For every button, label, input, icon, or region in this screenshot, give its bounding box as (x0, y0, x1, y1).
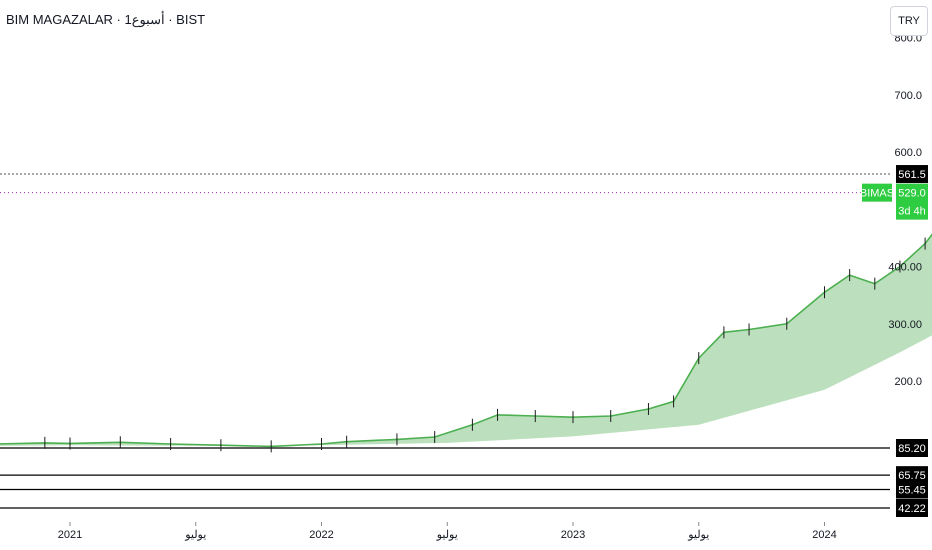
last-price-tag-label: 529.0 (898, 188, 926, 200)
level-tag-label: 55.45 (898, 485, 926, 497)
symbol-tag-box (862, 183, 892, 202)
level-tag-box (896, 466, 928, 485)
level-tag-label: 42.22 (898, 503, 926, 515)
y-tick-label: 400.00 (888, 262, 922, 274)
countdown-tag-label: 3d 4h (898, 206, 926, 218)
last-price-tag-box (896, 183, 928, 220)
level-tag-box (896, 439, 928, 457)
y-tick-label: 200.0 (894, 376, 922, 388)
price-tags: 85.20 65.75 55.45 42.22 561.5 BIMAS 529.0 3d 4h (860, 165, 928, 517)
moving-average-area (0, 234, 932, 447)
currency-button[interactable]: TRY (890, 6, 928, 36)
resistance-tag-box (896, 165, 928, 184)
price-series (0, 233, 932, 453)
zones (0, 173, 890, 194)
x-tick-label: يوليو (184, 529, 206, 541)
level-tag-label: 65.75 (898, 470, 926, 482)
y-tick-label: 600.0 (894, 147, 922, 159)
x-axis: يوليو2021يوليو2022يوليو2023يوليو2024يولي… (58, 522, 837, 541)
y-tick-label: 700.0 (894, 90, 922, 102)
horizontal-levels (0, 447, 890, 509)
level-tag-box (896, 499, 928, 517)
price-line (0, 233, 932, 448)
symbol-tag-label: BIMAS (860, 188, 894, 200)
x-tick-label: يوليو (436, 529, 458, 541)
x-tick-label: 2024 (812, 529, 836, 541)
x-tick-label: 2023 (561, 529, 585, 541)
chart-title: BIM MAGAZALAR · 1أسبوع · BIST (6, 12, 206, 27)
x-tick-label: 2022 (309, 529, 333, 541)
resistance-tag-label: 561.5 (898, 169, 926, 181)
area-fill (0, 234, 932, 447)
y-tick-label: 300.00 (888, 319, 922, 331)
level-tag-label: 85.20 (898, 443, 926, 455)
level-tag-box (896, 480, 928, 499)
x-tick-label: 2021 (58, 529, 82, 541)
x-tick-label: يوليو (687, 529, 709, 541)
